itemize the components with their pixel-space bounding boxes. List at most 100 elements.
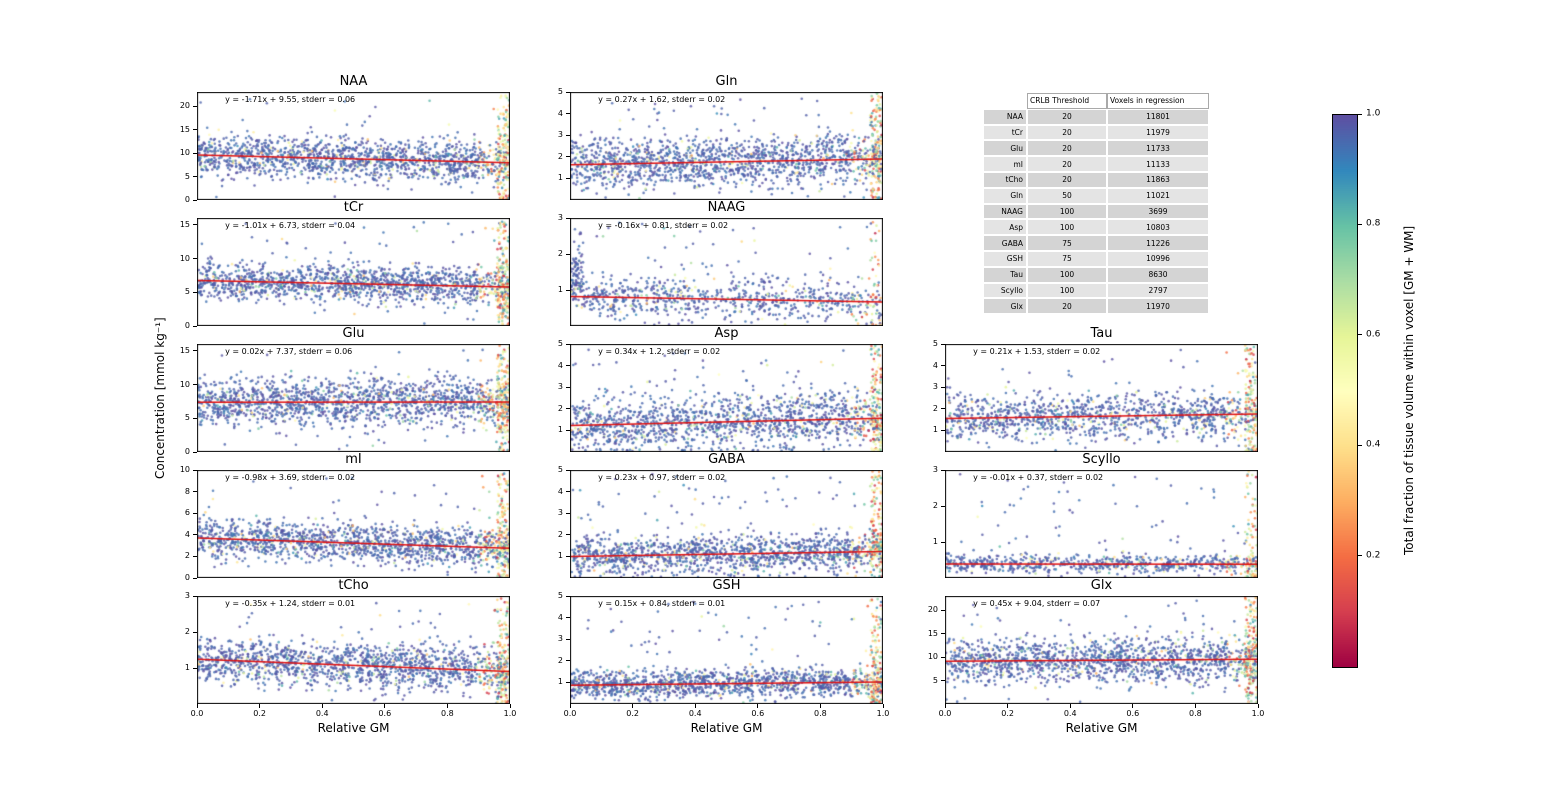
table-value-cell: 11970 — [1107, 298, 1209, 315]
y-tick-label: 3 — [557, 213, 563, 222]
subplot-NAAG: NAAG y = -0.16x + 0.81, stderr = 0.02 1 2 3 — [558, 201, 883, 326]
y-tick-label: 10 — [927, 652, 938, 662]
subplot-GSH: GSH y = 0.15x + 0.84, stderr = 0.01 1 2 3 4 5 0… — [558, 579, 889, 736]
y-tick-label: 4 — [557, 486, 563, 496]
y-tick-label: 0 — [184, 321, 190, 330]
y-tick-mark — [566, 534, 570, 536]
regression-annotation: y = 0.27x + 1.62, stderr = 0.02 — [598, 95, 726, 104]
table-row-label: Tau — [983, 266, 1027, 283]
table-header-cell: Voxels in regression — [1107, 93, 1209, 109]
x-tick-mark — [569, 704, 571, 708]
regression-annotation: y = -0.01x + 0.37, stderr = 0.02 — [973, 473, 1104, 482]
table-value-cell: 100 — [1027, 219, 1107, 236]
plot-title: Glx — [1090, 578, 1113, 593]
y-tick-mark — [193, 555, 197, 557]
table-value-cell: 8630 — [1107, 266, 1209, 283]
y-tick-label: 10 — [179, 379, 190, 389]
colorbar-tick-mark — [1358, 113, 1362, 115]
plot-title: tCho — [338, 578, 369, 593]
y-tick-label: 5 — [932, 675, 938, 685]
table-value-cell: 75 — [1027, 235, 1107, 251]
colorbar-tick-label: 0.8 — [1366, 218, 1381, 229]
y-tick-mark — [566, 660, 570, 662]
table-value-cell: 100 — [1027, 203, 1107, 220]
y-tick-label: 1 — [184, 663, 190, 672]
x-tick-mark — [632, 704, 634, 708]
x-tick-mark — [882, 704, 884, 708]
regression-annotation: y = -1.01x + 6.73, stderr = 0.04 — [225, 221, 356, 230]
y-tick-mark — [193, 384, 197, 385]
x-tick-label: 0.8 — [814, 709, 827, 718]
subplot-Glx: Glx y = 0.45x + 9.04, stderr = 0.07 5 10 15 2… — [928, 579, 1265, 736]
plot-title: mI — [345, 452, 362, 467]
y-tick-label: 3 — [557, 508, 563, 518]
y-tick-mark — [941, 408, 945, 410]
y-tick-label: 0 — [184, 447, 190, 456]
x-tick-mark — [446, 704, 448, 708]
table-corner-cell — [983, 93, 1027, 109]
y-tick-label: 2 — [184, 627, 190, 636]
y-tick-label: 5 — [557, 591, 563, 600]
colorbar-tick-label: 0.2 — [1366, 550, 1381, 561]
table-value-cell: 11021 — [1107, 187, 1209, 204]
y-tick-mark — [193, 105, 197, 107]
table-value-cell: 20 — [1027, 108, 1107, 125]
table-value-cell: 11226 — [1107, 235, 1209, 251]
x-tick-label: 0.4 — [688, 709, 702, 718]
regression-annotation: y = 0.15x + 0.84, stderr = 0.01 — [598, 599, 726, 608]
subplot-tCho: tCho y = -0.35x + 1.24, stderr = 0.01 1 2 3 0… — [185, 579, 516, 736]
y-tick-mark — [193, 152, 197, 154]
y-tick-mark — [193, 512, 197, 514]
table-value-cell: 11801 — [1107, 108, 1209, 125]
colorbar-tick-mark — [1358, 223, 1362, 225]
colorbar-tick-label: 0.4 — [1366, 439, 1381, 450]
x-tick-label: 0.6 — [1126, 709, 1140, 718]
y-tick-mark — [941, 343, 945, 345]
x-tick-mark — [384, 704, 386, 708]
x-tick-mark — [757, 704, 759, 708]
y-tick-label: 2 — [557, 655, 563, 665]
x-tick-mark — [259, 704, 261, 708]
colorbar: 1.0 0.8 0.6 0.4 0.2 — [1332, 109, 1380, 668]
table-row-label: tCho — [983, 171, 1027, 188]
plot-title: Tau — [1090, 326, 1113, 341]
table-row-label: mI — [983, 156, 1027, 172]
table-row-label: GSH — [983, 250, 1027, 267]
x-tick-label: 0.0 — [938, 709, 952, 718]
plot-title: NAAG — [707, 200, 746, 215]
x-axis-label: Relative GM — [317, 721, 390, 735]
subplot-tCr: tCr y = -1.01x + 6.73, stderr = 0.04 0 5 10 1… — [180, 201, 510, 330]
y-tick-label: 3 — [932, 465, 938, 474]
y-tick-mark — [566, 134, 570, 136]
plot-title: Gln — [715, 74, 738, 89]
x-tick-label: 0.4 — [315, 709, 329, 718]
x-tick-label: 1.0 — [1251, 709, 1265, 718]
table-value-cell: 100 — [1027, 266, 1107, 283]
y-tick-label: 5 — [932, 339, 938, 348]
x-tick-label: 0.8 — [1189, 709, 1202, 718]
crlb-table: CRLB Threshold Voxels in regression NAA 20 1… — [983, 93, 1209, 315]
scatter-canvas-Glx — [945, 596, 1258, 704]
table-value-cell: 11733 — [1107, 140, 1209, 157]
y-tick-label: 10 — [179, 148, 190, 158]
y-tick-mark — [193, 595, 197, 597]
table-value-cell: 20 — [1027, 298, 1107, 315]
y-tick-label: 3 — [557, 634, 563, 644]
table-value-cell: 50 — [1027, 187, 1107, 204]
y-tick-mark — [193, 451, 197, 453]
y-tick-label: 5 — [184, 171, 190, 181]
y-tick-mark — [566, 617, 570, 619]
regression-annotation: y = 0.34x + 1.2, stderr = 0.02 — [598, 347, 721, 356]
x-tick-label: 0.6 — [751, 709, 765, 718]
x-tick-mark — [1132, 704, 1134, 708]
table-row-label: NAAG — [983, 203, 1027, 220]
x-tick-mark — [694, 704, 696, 708]
x-tick-label: 0.2 — [253, 709, 266, 718]
subplot-mI: mI y = -0.98x + 3.69, stderr = 0.02 0 2 4 6 8 1… — [180, 453, 510, 582]
y-tick-mark — [566, 253, 570, 255]
y-tick-label: 0 — [184, 195, 190, 204]
y-tick-mark — [566, 217, 570, 219]
y-tick-label: 0 — [184, 573, 190, 582]
scatter-canvas-mI — [197, 470, 510, 578]
colorbar-label: Total fraction of tissue volume within v… — [1402, 225, 1416, 555]
